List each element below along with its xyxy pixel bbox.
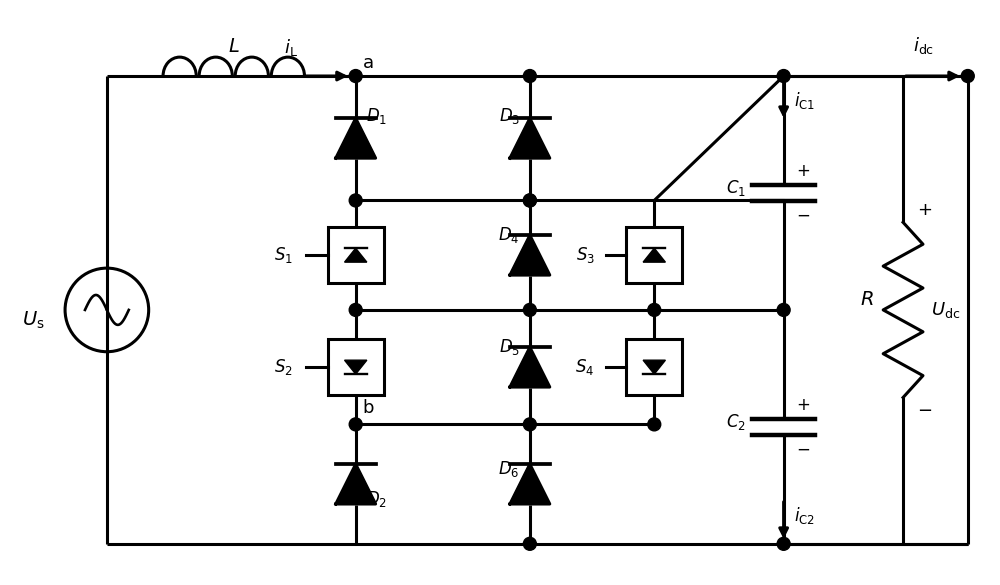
Text: $+$: $+$: [796, 162, 810, 180]
Circle shape: [648, 418, 661, 431]
Text: $U_{\rm s}$: $U_{\rm s}$: [22, 309, 45, 331]
Text: $D_6$: $D_6$: [498, 459, 520, 479]
Text: $S_1$: $S_1$: [274, 245, 293, 265]
Polygon shape: [510, 118, 550, 158]
Bar: [626, 339, 682, 395]
Circle shape: [648, 304, 661, 316]
Text: $D_5$: $D_5$: [499, 337, 520, 357]
Bar: [626, 228, 682, 283]
Polygon shape: [345, 360, 367, 374]
Circle shape: [349, 194, 362, 207]
Polygon shape: [345, 248, 367, 262]
Polygon shape: [510, 464, 550, 504]
Text: $+$: $+$: [796, 396, 810, 414]
Text: $U_{\rm dc}$: $U_{\rm dc}$: [931, 300, 960, 320]
Text: $\rm a$: $\rm a$: [362, 54, 373, 72]
Circle shape: [349, 418, 362, 431]
Text: $-$: $-$: [917, 401, 933, 418]
Text: $-$: $-$: [796, 440, 810, 457]
Text: $D_1$: $D_1$: [366, 106, 387, 126]
Circle shape: [777, 70, 790, 82]
Circle shape: [961, 70, 974, 82]
Circle shape: [523, 304, 536, 316]
Circle shape: [349, 70, 362, 82]
Polygon shape: [643, 360, 665, 374]
Text: $C_1$: $C_1$: [726, 178, 746, 198]
Bar: [328, 228, 384, 283]
Circle shape: [777, 304, 790, 316]
Bar: [328, 339, 384, 395]
Circle shape: [349, 304, 362, 316]
Text: $-$: $-$: [796, 206, 810, 224]
Text: $S_3$: $S_3$: [576, 245, 595, 265]
Circle shape: [523, 194, 536, 207]
Polygon shape: [510, 235, 550, 275]
Polygon shape: [336, 464, 376, 504]
Text: $i_{\rm dc}$: $i_{\rm dc}$: [913, 35, 934, 56]
Circle shape: [523, 538, 536, 550]
Text: $C_2$: $C_2$: [726, 412, 746, 432]
Polygon shape: [336, 118, 376, 158]
Text: $\rm b$: $\rm b$: [362, 400, 374, 418]
Text: $i_{\rm L}$: $i_{\rm L}$: [284, 37, 298, 58]
Text: $L$: $L$: [228, 37, 240, 56]
Circle shape: [523, 70, 536, 82]
Text: $i_{\rm C1}$: $i_{\rm C1}$: [794, 91, 815, 111]
Text: $D_4$: $D_4$: [498, 225, 520, 245]
Circle shape: [523, 418, 536, 431]
Text: $S_2$: $S_2$: [274, 357, 293, 377]
Circle shape: [523, 194, 536, 207]
Text: $+$: $+$: [917, 201, 933, 219]
Polygon shape: [510, 347, 550, 387]
Text: $D_3$: $D_3$: [499, 106, 520, 126]
Circle shape: [777, 538, 790, 550]
Text: $S_4$: $S_4$: [575, 357, 595, 377]
Text: $R$: $R$: [860, 291, 873, 309]
Text: $D_2$: $D_2$: [366, 489, 387, 509]
Polygon shape: [643, 248, 665, 262]
Text: $i_{\rm C2}$: $i_{\rm C2}$: [794, 505, 815, 526]
